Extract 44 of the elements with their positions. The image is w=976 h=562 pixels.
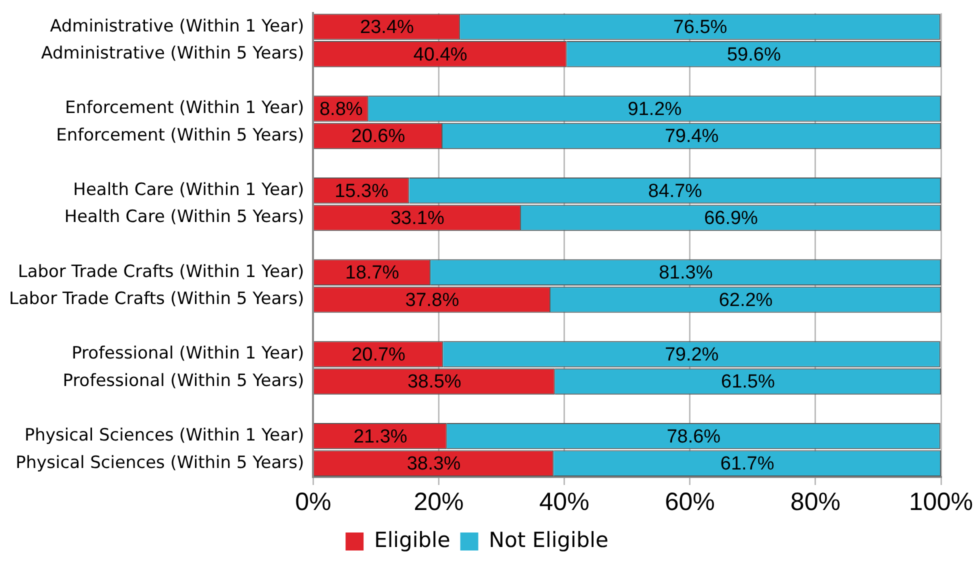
- data-label: 20.6%: [351, 126, 406, 148]
- x-tick-label: 40%: [539, 488, 590, 516]
- x-tick-label: 60%: [664, 488, 715, 516]
- data-label: 84.7%: [648, 180, 702, 202]
- data-label: 91.2%: [628, 98, 682, 120]
- data-label: 66.9%: [704, 208, 758, 230]
- x-tick-label: 0%: [295, 488, 332, 516]
- y-tick-label: Professional (Within 1 Year): [72, 344, 304, 364]
- data-label: 81.3%: [658, 262, 713, 284]
- data-label: 15.3%: [334, 180, 389, 202]
- data-label: 76.5%: [673, 17, 728, 38]
- y-tick-label: Health Care (Within 5 Years): [64, 207, 304, 228]
- y-tick-label: Enforcement (Within 1 Year): [64, 98, 304, 118]
- data-label: 61.7%: [720, 454, 774, 475]
- data-label: 40.4%: [413, 44, 468, 66]
- legend-label: Eligible: [374, 528, 450, 552]
- data-label: 62.2%: [718, 290, 773, 311]
- y-tick-label: Health Care (Within 1 Year): [73, 180, 304, 200]
- data-label: 18.7%: [345, 262, 400, 284]
- data-label: 20.7%: [352, 344, 406, 366]
- data-label: 79.4%: [664, 126, 719, 148]
- data-label: 37.8%: [405, 290, 460, 311]
- data-label: 38.3%: [406, 454, 461, 475]
- x-tick-label: 100%: [909, 488, 974, 516]
- legend-label: Not Eligible: [488, 528, 608, 552]
- data-label: 38.5%: [407, 372, 462, 393]
- data-label: 23.4%: [360, 17, 414, 38]
- y-tick-label: Physical Sciences (Within 5 Years): [16, 452, 304, 473]
- data-label: 78.6%: [666, 426, 721, 448]
- data-label: 61.5%: [721, 372, 775, 393]
- data-label: 79.2%: [664, 344, 719, 366]
- y-tick-label: Administrative (Within 1 Year): [50, 16, 304, 36]
- data-label: 33.1%: [390, 208, 444, 230]
- y-tick-label: Labor Trade Crafts (Within 1 Year): [18, 262, 304, 282]
- y-tick-label: Administrative (Within 5 Years): [41, 44, 304, 64]
- y-tick-label: Labor Trade Crafts (Within 5 Years): [8, 289, 304, 310]
- data-label: 8.8%: [319, 98, 363, 120]
- y-tick-label: Physical Sciences (Within 1 Year): [24, 426, 304, 446]
- y-tick-label: Professional (Within 5 Years): [62, 370, 304, 391]
- data-label: 59.6%: [726, 44, 781, 66]
- x-tick-label: 20%: [414, 488, 464, 516]
- x-tick-label: 80%: [790, 488, 840, 516]
- data-label: 21.3%: [353, 426, 408, 448]
- y-tick-label: Enforcement (Within 5 Years): [56, 125, 304, 146]
